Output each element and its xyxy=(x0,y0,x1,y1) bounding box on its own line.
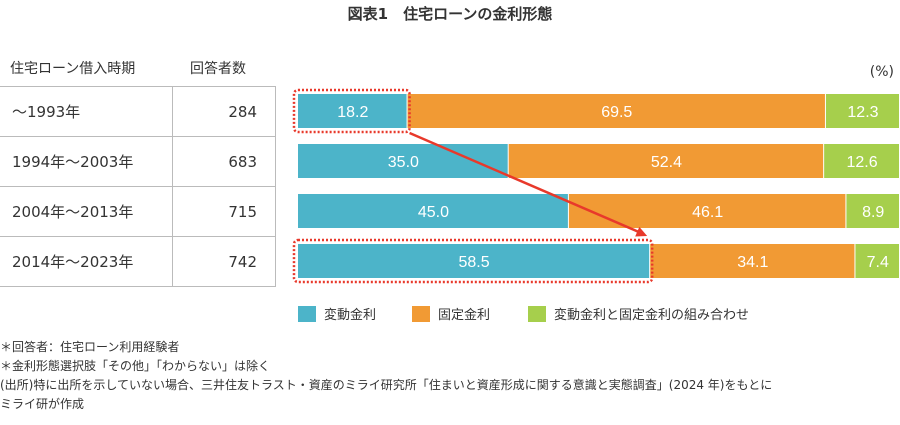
unit-label: (%) xyxy=(869,64,894,80)
count-cell: 742 xyxy=(172,236,276,287)
note: ＊回答者：住宅ローン利用経験者 xyxy=(0,340,180,354)
bar-segment xyxy=(825,94,899,128)
note: ミライ研が作成 xyxy=(0,397,85,411)
bar-segment xyxy=(824,144,899,178)
data-label: 12.6 xyxy=(847,154,878,171)
count-cell: 715 xyxy=(172,186,276,237)
stacked-bar-chart: 18.2 69.5 12.3 35.0 52.4 12.6 45.0 46.1 8.9 58.5 3… xyxy=(292,88,899,284)
bar-segment xyxy=(298,194,568,228)
respondent-table: 〜1993年 284 1994年〜2003年 683 2004年〜2013年 715 … xyxy=(0,86,276,287)
legend-swatch xyxy=(412,305,430,322)
trend-arrow xyxy=(409,131,642,235)
data-label: 8.9 xyxy=(862,204,884,221)
data-label: 35.0 xyxy=(388,154,419,171)
data-label: 18.2 xyxy=(337,104,368,121)
data-label: 7.4 xyxy=(867,254,889,271)
data-label: 12.3 xyxy=(847,104,878,121)
period-cell: 2014年〜2023年 xyxy=(0,236,173,287)
legend-item-mixed: 変動金利と固定金利の組み合わせ xyxy=(528,304,749,323)
bar-segment xyxy=(298,244,650,278)
note: ＊金利形態選択肢「その他」「わからない」は除く xyxy=(0,359,271,373)
count-cell: 683 xyxy=(172,136,276,187)
data-label: 34.1 xyxy=(737,254,768,271)
data-label: 52.4 xyxy=(651,154,682,171)
bar-segment xyxy=(298,94,407,128)
bar-segment xyxy=(508,144,824,178)
legend-item-variable: 変動金利 xyxy=(298,304,376,323)
data-label: 46.1 xyxy=(692,204,723,221)
bar-segment xyxy=(650,244,855,278)
bar-segment xyxy=(855,244,899,278)
period-cell: 〜1993年 xyxy=(0,86,173,137)
legend-item-fixed: 固定金利 xyxy=(412,304,490,323)
data-label: 58.5 xyxy=(459,254,490,271)
data-label: 45.0 xyxy=(418,204,449,221)
bar-segment xyxy=(846,194,899,228)
data-label: 69.5 xyxy=(601,104,632,121)
table-row: 2014年〜2023年 742 xyxy=(0,236,276,287)
chart-title: 図表1 住宅ローンの金利形態 xyxy=(347,5,553,23)
count-cell: 284 xyxy=(172,86,276,137)
highlight-box xyxy=(292,238,654,284)
arrow-head-icon xyxy=(635,226,648,237)
header-count: 回答者数 xyxy=(190,61,246,77)
period-cell: 2004年〜2013年 xyxy=(0,186,173,237)
highlight-box xyxy=(292,88,411,134)
bar-segment xyxy=(407,94,825,128)
table-row: 〜1993年 284 xyxy=(0,86,276,137)
table-row: 2004年〜2013年 715 xyxy=(0,186,276,237)
footnotes: ＊回答者：住宅ローン利用経験者 ＊金利形態選択肢「その他」「わからない」は除く … xyxy=(0,338,772,414)
header-period: 住宅ローン借入時期 xyxy=(10,61,136,77)
note: (出所)特に出所を示していない場合、三井住友トラスト・資産のミライ研究所「住まい… xyxy=(0,378,773,392)
legend-swatch xyxy=(298,305,316,322)
legend-swatch xyxy=(528,305,546,322)
